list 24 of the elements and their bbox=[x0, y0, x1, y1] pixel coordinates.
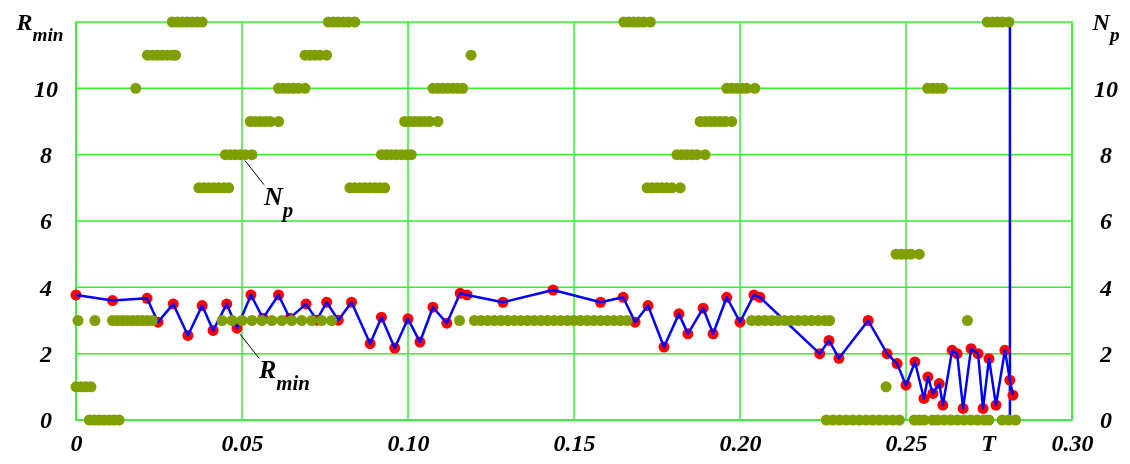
x-tick-label: 0.15 bbox=[553, 430, 596, 457]
y2-tick-label: 4 bbox=[1099, 274, 1112, 301]
x-tick-label: 0.25 bbox=[885, 430, 928, 457]
y2-tick-label: 0 bbox=[1100, 407, 1112, 434]
y-tick-label: 2 bbox=[39, 340, 52, 367]
y-tick-label: 10 bbox=[34, 75, 58, 102]
y2-tick-label: 10 bbox=[1094, 75, 1118, 102]
y-axis-title: R$_{min}$ bbox=[15, 9, 64, 45]
y-tick-label: 8 bbox=[40, 141, 52, 168]
annotation: R$_{min}$ bbox=[258, 355, 310, 394]
y-tick-label: 0 bbox=[40, 407, 52, 434]
y-tick-label: 6 bbox=[40, 208, 52, 235]
y2-tick-label: 2 bbox=[1099, 340, 1112, 367]
x-tick-label: 0.30 bbox=[1051, 430, 1094, 457]
x-tick-label: 0.10 bbox=[387, 430, 430, 457]
x-tick-label: 0 bbox=[70, 430, 83, 457]
y2-tick-label: 8 bbox=[1100, 141, 1112, 168]
y2-axis-title: N$_{p}$ bbox=[1091, 9, 1120, 45]
x-tick-label: 0.05 bbox=[221, 430, 264, 457]
y-tick-label: 4 bbox=[39, 274, 52, 301]
annotation: N$_{p}$ bbox=[263, 181, 294, 222]
x-tick-label: 0.20 bbox=[719, 430, 762, 457]
ref-line-label: T bbox=[981, 430, 998, 456]
y2-tick-label: 6 bbox=[1100, 208, 1112, 235]
